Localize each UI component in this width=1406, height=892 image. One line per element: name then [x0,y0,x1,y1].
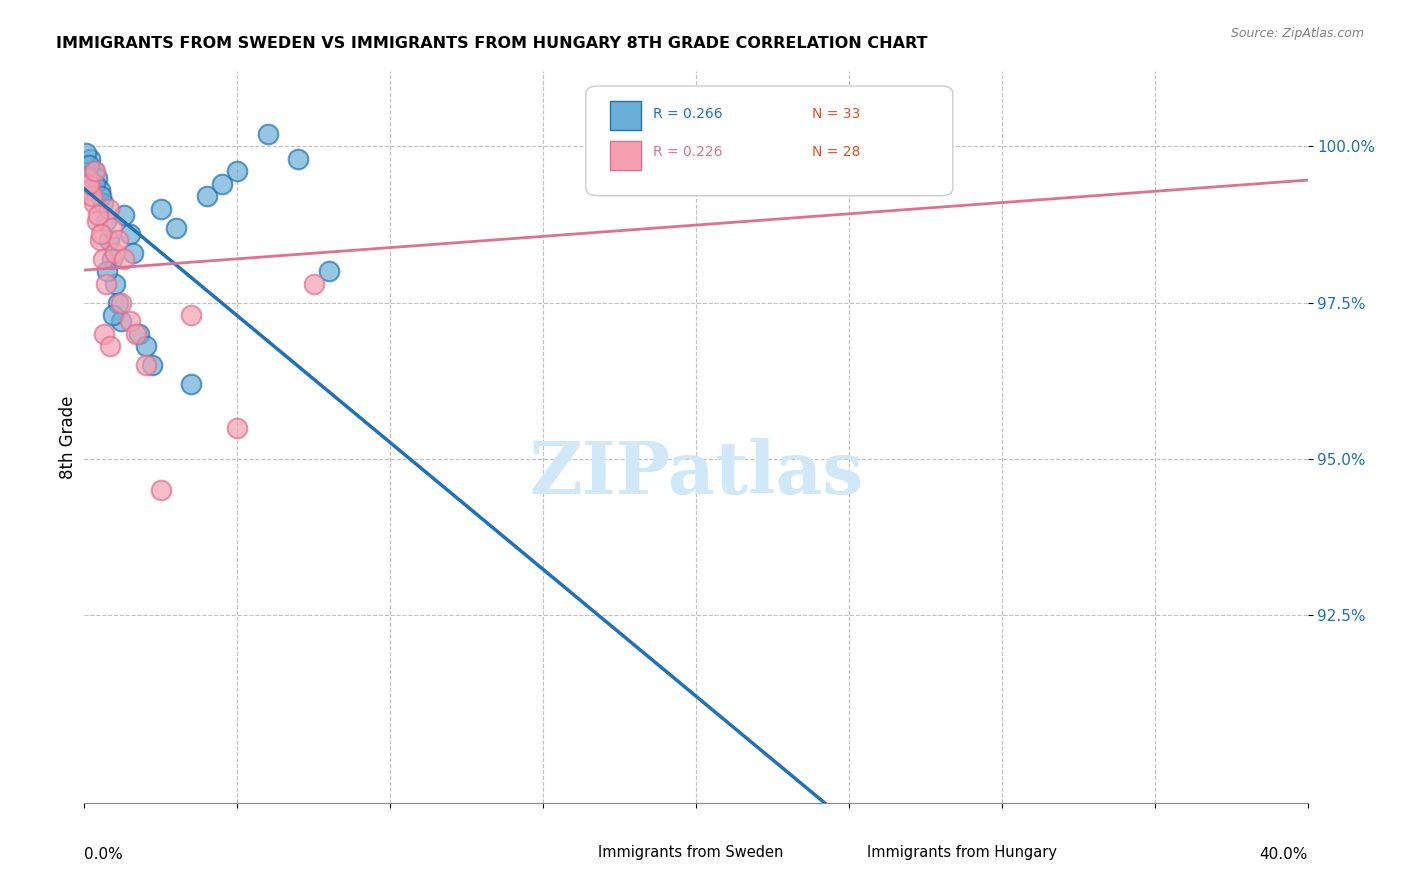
Point [128,326,150,341]
Point [112,252,135,266]
FancyBboxPatch shape [610,141,641,170]
Point [110,314,132,328]
Point [83,195,105,210]
Point [226,420,249,434]
Point [110,295,132,310]
Point [96,264,118,278]
Point [98,339,121,353]
Point [107,233,129,247]
Text: R = 0.266: R = 0.266 [654,107,723,120]
Point [122,245,145,260]
Point [120,227,142,241]
Point [112,208,135,222]
Point [80,189,103,203]
Point [91,195,114,210]
FancyBboxPatch shape [586,86,953,195]
Point [149,483,172,498]
Point [97,233,120,247]
Text: ZIPatlas: ZIPatlas [529,438,863,509]
Point [77,158,100,172]
Point [125,326,148,341]
Point [97,202,120,216]
Point [104,277,127,291]
Point [77,177,100,191]
Point [94,214,117,228]
Text: N = 33: N = 33 [813,107,860,120]
FancyBboxPatch shape [561,843,592,862]
Point [180,308,202,322]
Text: Immigrants from Sweden: Immigrants from Sweden [598,845,783,860]
Point [211,177,233,191]
Point [318,264,340,278]
Point [75,145,97,160]
FancyBboxPatch shape [610,101,641,130]
Point [91,252,114,266]
Text: IMMIGRANTS FROM SWEDEN VS IMMIGRANTS FROM HUNGARY 8TH GRADE CORRELATION CHART: IMMIGRANTS FROM SWEDEN VS IMMIGRANTS FRO… [56,36,928,51]
Point [287,152,309,166]
Text: N = 28: N = 28 [813,145,860,159]
Point [135,358,157,372]
Y-axis label: 8th Grade: 8th Grade [59,395,77,479]
Point [87,208,110,222]
Point [89,233,111,247]
Point [94,277,117,291]
Point [180,376,202,391]
Point [929,127,952,141]
Point [101,252,124,266]
Text: 40.0%: 40.0% [1260,847,1308,862]
Text: Immigrants from Hungary: Immigrants from Hungary [868,845,1057,860]
FancyBboxPatch shape [831,843,860,862]
Point [120,314,142,328]
Point [165,220,187,235]
Point [86,214,108,228]
Point [90,227,112,241]
Point [93,326,115,341]
Point [135,339,157,353]
Text: 0.0%: 0.0% [84,847,124,862]
Text: Source: ZipAtlas.com: Source: ZipAtlas.com [1230,27,1364,40]
Point [86,170,108,185]
Point [101,220,124,235]
Text: R = 0.226: R = 0.226 [654,145,723,159]
Point [107,295,129,310]
Point [141,358,163,372]
Point [84,164,107,178]
Point [302,277,325,291]
Point [257,127,280,141]
Point [104,245,127,260]
Point [84,177,107,191]
Point [103,308,125,322]
Point [79,183,101,197]
Point [226,164,249,178]
Point [195,189,218,203]
Point [90,189,112,203]
Point [83,164,105,178]
Point [149,202,172,216]
Point [79,152,101,166]
Point [89,183,111,197]
Point [76,170,98,185]
